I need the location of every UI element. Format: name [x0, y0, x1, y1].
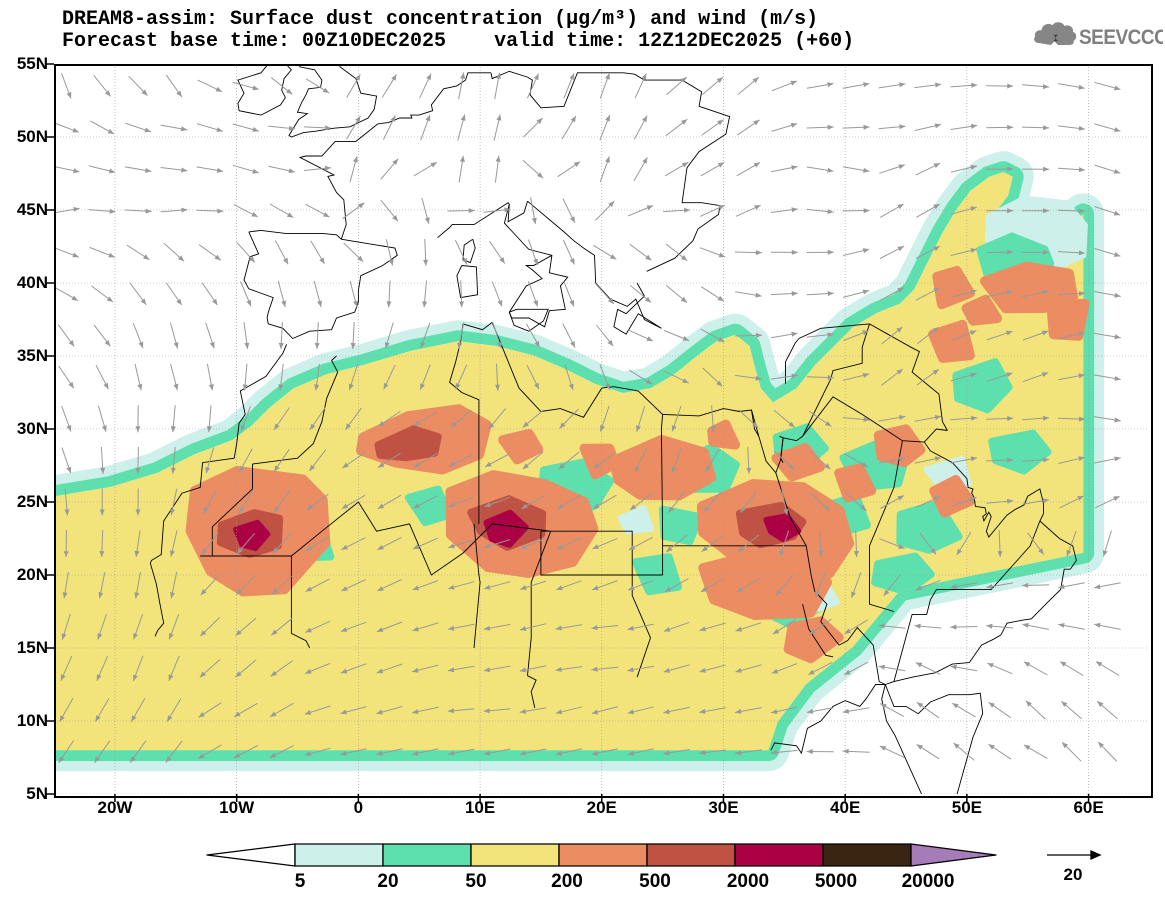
svg-text:20000: 20000 — [902, 871, 955, 892]
svg-text:200: 200 — [551, 871, 583, 892]
svg-text:5000: 5000 — [815, 871, 857, 892]
svg-text:5: 5 — [295, 871, 306, 892]
svg-text:2000: 2000 — [727, 871, 769, 892]
svg-text:20: 20 — [1064, 865, 1083, 884]
svg-text:20: 20 — [377, 871, 398, 892]
svg-text:50: 50 — [465, 871, 486, 892]
svg-text:500: 500 — [639, 871, 671, 892]
